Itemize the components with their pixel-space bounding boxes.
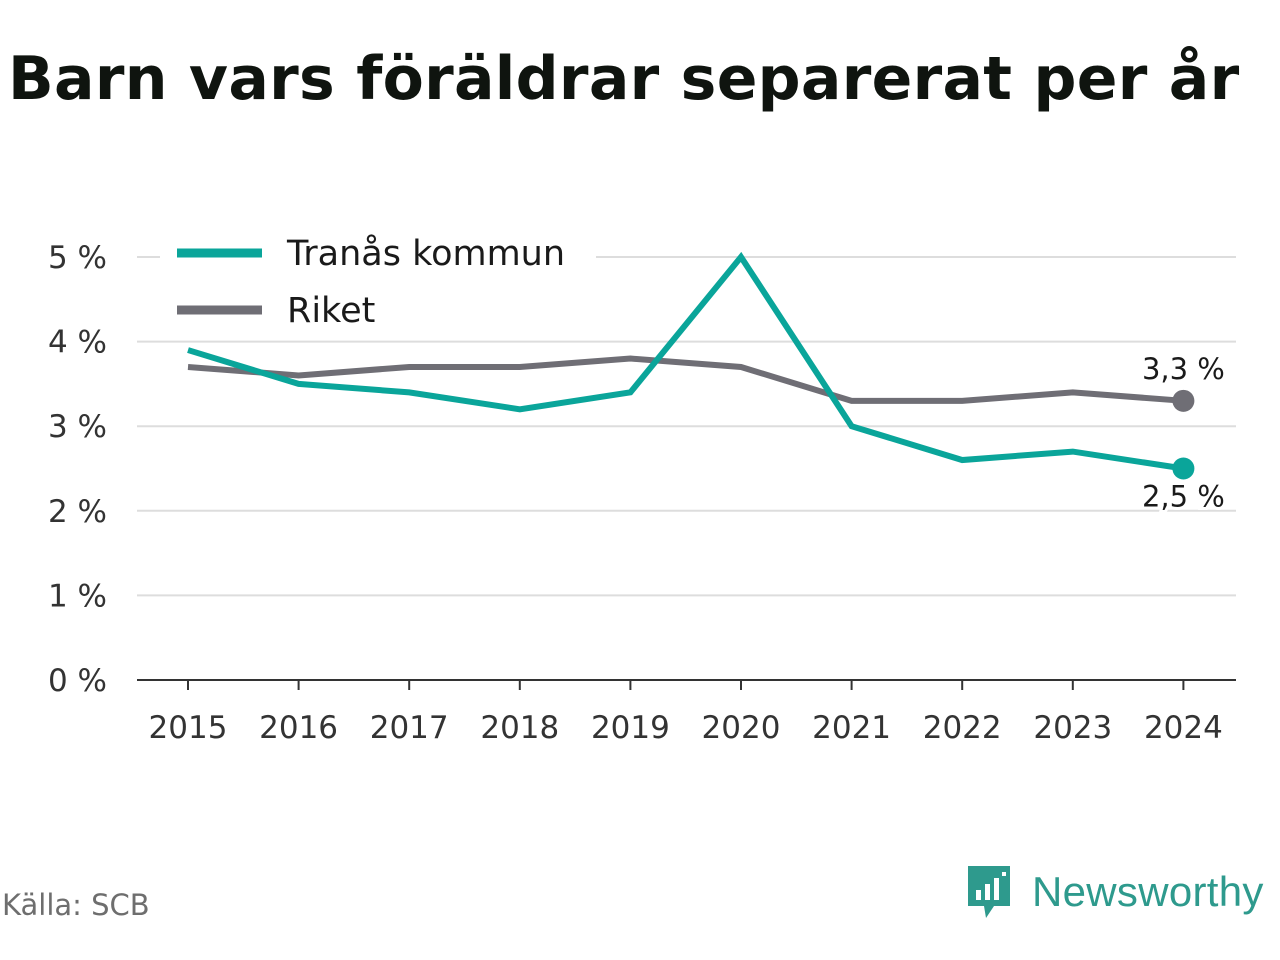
y-tick-label: 4 % <box>48 325 107 361</box>
end-labels: 2,5 % 3,3 % <box>1139 349 1228 517</box>
x-tick-label: 2017 <box>370 710 449 746</box>
brand-name: Newsworthy <box>1032 868 1264 915</box>
end-dot <box>1172 389 1195 412</box>
series-lines <box>187 251 1184 472</box>
legend: Tranås kommun Riket <box>160 226 596 338</box>
newsworthy-logo-icon <box>968 866 1010 918</box>
brand: Newsworthy <box>964 862 1264 922</box>
x-tick-label: 2020 <box>702 710 781 746</box>
y-tick-label: 0 % <box>48 663 107 699</box>
x-tick-label: 2018 <box>480 710 559 746</box>
end-dot <box>1172 457 1195 480</box>
x-tick-label: 2024 <box>1144 710 1223 746</box>
x-tick-label: 2022 <box>923 710 1002 746</box>
y-tick-label: 5 % <box>48 240 107 276</box>
legend-background <box>160 226 596 338</box>
x-tick-label: 2015 <box>149 710 228 746</box>
x-tick-label: 2021 <box>812 710 891 746</box>
x-axis: 2015 2016 2017 2018 2019 2020 2021 2022 2023 2024 <box>137 679 1236 746</box>
y-tick-label: 1 % <box>48 578 107 614</box>
y-tick-label: 2 % <box>48 494 107 530</box>
end-value-label: 3,3 % <box>1142 352 1225 386</box>
x-tick-label: 2016 <box>259 710 338 746</box>
series-line-tranas <box>187 251 1184 472</box>
y-axis-ticks: 0 % 1 % 2 % 3 % 4 % 5 % <box>48 240 107 699</box>
x-tick-label: 2019 <box>591 710 670 746</box>
chart-title: Barn vars föräldrar separerat per år <box>8 44 1240 114</box>
end-value-label: 2,5 % <box>1142 480 1225 514</box>
series-line-riket <box>187 355 1184 404</box>
legend-label: Tranås kommun <box>286 233 565 274</box>
grid-lines <box>137 256 1236 597</box>
source-note: Källa: SCB <box>2 888 150 922</box>
y-tick-label: 3 % <box>48 409 107 445</box>
legend-label: Riket <box>287 291 375 331</box>
x-tick-label: 2023 <box>1033 710 1112 746</box>
